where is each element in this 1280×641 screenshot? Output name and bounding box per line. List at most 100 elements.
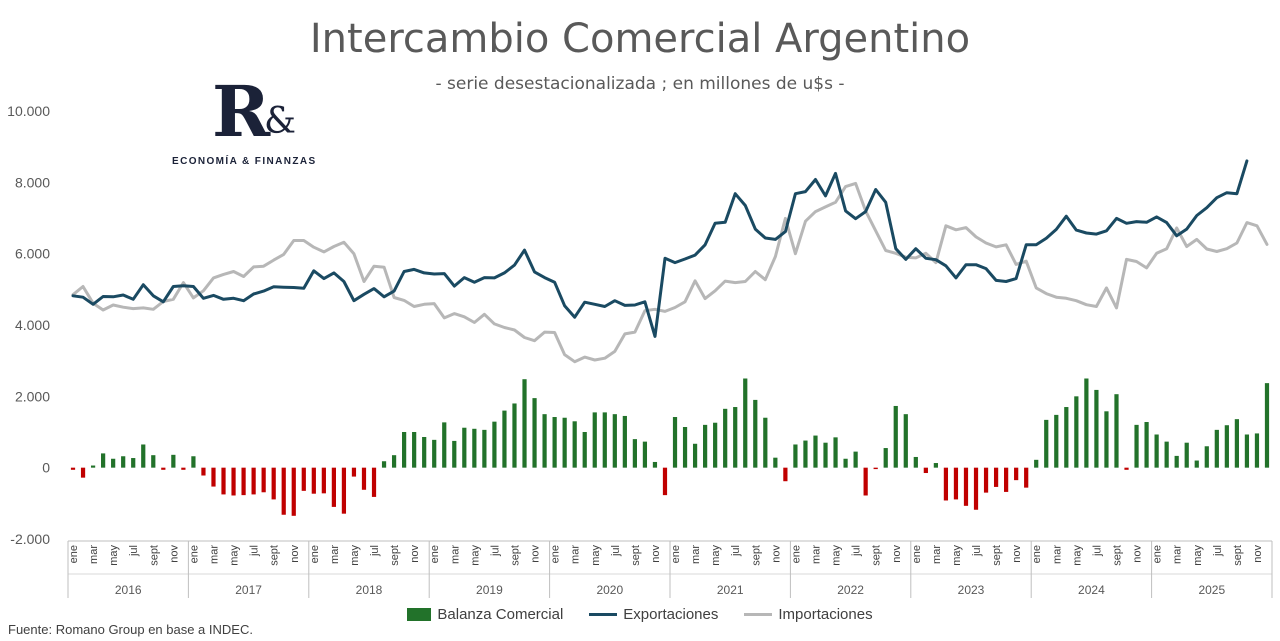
year-label: 2024 [1078, 583, 1105, 597]
month-label: jul [851, 545, 863, 557]
y-tick-label: 6.000 [15, 246, 50, 262]
legend-label-importaciones: Importaciones [778, 606, 873, 623]
bar-balanza [1264, 383, 1270, 468]
bar-balanza [371, 467, 377, 497]
bar-balanza [582, 432, 587, 468]
month-label: jul [730, 545, 742, 557]
month-label: jul [369, 545, 381, 557]
logo-mark: R [212, 70, 271, 153]
bar-balanza [622, 415, 627, 468]
legend-swatch-importaciones [744, 613, 773, 616]
year-label: 2016 [115, 583, 142, 597]
bar-balanza [512, 403, 517, 468]
bar-balanza [412, 432, 417, 468]
bar-balanza [612, 414, 617, 468]
bar-balanza [1144, 422, 1149, 468]
bar-balanza [652, 461, 658, 468]
trade-lines [71, 159, 1269, 364]
month-label: may [590, 545, 602, 566]
legend-item-importaciones: Importaciones [744, 606, 873, 623]
bar-balanza [1094, 389, 1099, 468]
bar-balanza [833, 437, 838, 468]
bar-balanza [532, 398, 537, 468]
bar-balanza [141, 444, 146, 468]
bar-balanza [913, 456, 918, 468]
month-label: mar [931, 545, 943, 564]
month-label: sept [509, 545, 521, 566]
bar-balanza [542, 414, 547, 468]
bar-balanza [301, 467, 306, 491]
bar-balanza [682, 427, 688, 468]
legend-item-balanza: Balanza Comercial [407, 606, 563, 623]
y-tick-label: 2.000 [15, 388, 50, 404]
month-label: ene [911, 545, 923, 563]
bar-balanza [943, 467, 949, 501]
bar-balanza [341, 467, 347, 514]
logo-ampersand: & [264, 101, 297, 142]
month-label: nov [891, 545, 903, 563]
month-label: nov [1252, 545, 1264, 563]
month-label: mar [810, 545, 822, 564]
bar-balanza [251, 467, 256, 495]
bar-balanza [933, 463, 938, 468]
bar-balanza [351, 467, 357, 477]
month-label: ene [1031, 545, 1043, 563]
legend-swatch-balanza [407, 608, 432, 621]
year-label: 2018 [356, 583, 383, 597]
bar-balanza [883, 448, 888, 468]
year-label: 2019 [476, 583, 503, 597]
month-label: ene [790, 545, 802, 563]
month-label: mar [1172, 545, 1184, 564]
month-label: nov [1132, 545, 1144, 563]
bar-balanza [562, 417, 567, 468]
month-label: nov [1011, 545, 1023, 563]
bar-balanza [753, 399, 758, 468]
month-label: sept [269, 545, 281, 566]
bar-balanza [161, 467, 166, 470]
bar-balanza [442, 422, 447, 468]
bar-balanza [462, 427, 467, 468]
bar-balanza [1204, 446, 1209, 468]
x-axis: 2016 2017 2018 2019 2020 2021 2022 2023 2024 2025… [67, 540, 1273, 598]
bar-balanza [903, 414, 908, 468]
month-label: mar [1051, 545, 1063, 564]
bar-balanza [843, 458, 848, 468]
month-label: nov [770, 545, 782, 563]
month-label: may [1071, 545, 1083, 566]
bar-balanza [1164, 441, 1169, 468]
bar-balanza [763, 417, 768, 468]
balance-bars [70, 378, 1270, 516]
bar-balanza [1014, 467, 1019, 481]
bar-balanza [703, 424, 708, 468]
month-label: sept [871, 545, 883, 566]
bar-balanza [783, 467, 788, 482]
bar-balanza [592, 412, 597, 468]
month-label: jul [1212, 545, 1224, 557]
bar-balanza [1064, 407, 1069, 468]
chart-subtitle: - serie desestacionalizada ; en millones… [435, 74, 845, 94]
y-tick-label: 4.000 [15, 317, 50, 333]
month-label: ene [550, 545, 562, 563]
bar-balanza [80, 467, 86, 478]
bar-balanza [632, 439, 637, 468]
month-label: jul [610, 545, 622, 557]
month-label: sept [630, 545, 642, 566]
bar-balanza [602, 412, 607, 468]
bar-balanza [1214, 429, 1219, 468]
bar-balanza [70, 467, 76, 470]
bar-balanza [672, 417, 678, 468]
bar-balanza [1234, 419, 1239, 468]
bar-balanza [131, 458, 136, 468]
year-label: 2021 [717, 583, 744, 597]
legend-item-exportaciones: Exportaciones [589, 606, 718, 623]
bar-balanza [231, 467, 236, 496]
month-label: sept [148, 545, 160, 566]
legend: Balanza Comercial Exportaciones Importac… [0, 606, 1280, 623]
month-label: mar [88, 545, 100, 564]
bar-balanza [1124, 467, 1129, 470]
bar-balanza [1224, 425, 1229, 468]
bar-balanza [492, 421, 497, 468]
month-label: mar [570, 545, 582, 564]
bar-balanza [692, 443, 698, 468]
bar-balanza [472, 428, 477, 468]
